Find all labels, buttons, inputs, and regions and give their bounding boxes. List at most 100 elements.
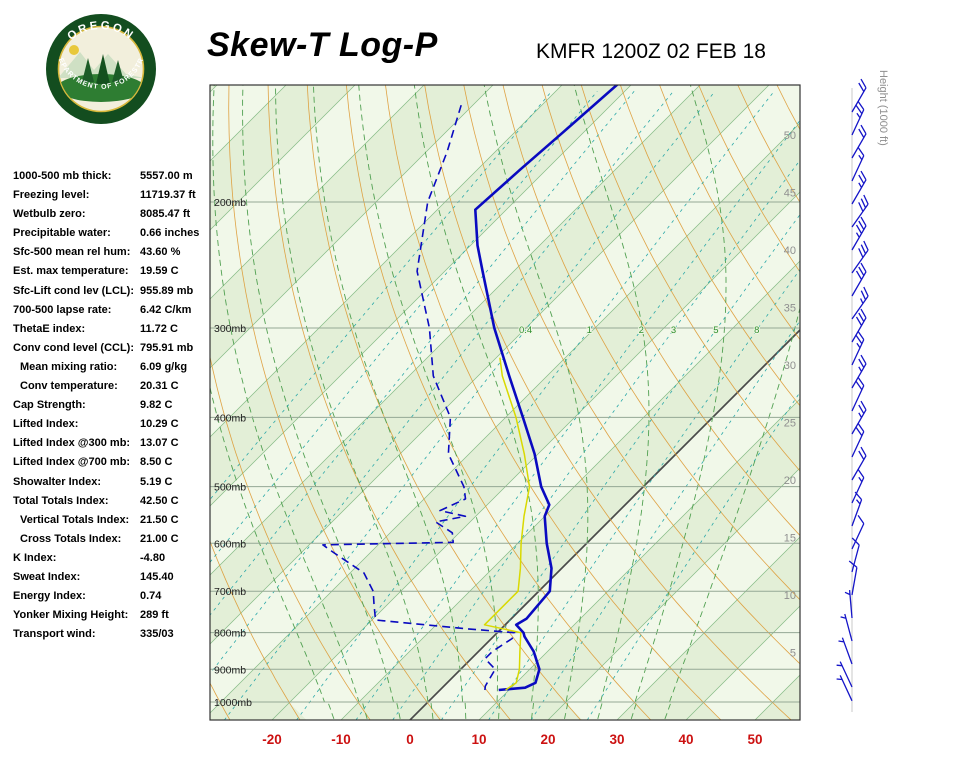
index-value: 795.91 mb — [140, 341, 194, 354]
index-label: Vertical Totals Index: — [20, 513, 130, 526]
index-row: Cap Strength: 9.82 C — [13, 396, 213, 415]
station-datetime: KMFR 1200Z 02 FEB 18 — [536, 40, 766, 63]
svg-text:1: 1 — [587, 325, 592, 336]
wind-barb — [851, 491, 863, 527]
index-row: Sfc-Lift cond lev (LCL): 955.89 mb — [13, 282, 213, 301]
svg-text:-20: -20 — [262, 732, 282, 747]
svg-text:1000mb: 1000mb — [214, 697, 252, 709]
index-label: Freezing level: — [13, 189, 90, 202]
svg-text:30: 30 — [609, 732, 624, 747]
index-label: 700-500 lapse rate: — [13, 303, 112, 316]
svg-text:15: 15 — [784, 533, 796, 545]
index-row: K Index: -4.80 — [13, 549, 213, 568]
height-axis-title: Height (1000 ft) — [877, 70, 889, 146]
index-row: 1000-500 mb thick: 5557.00 m — [13, 167, 213, 186]
index-row: Yonker Mixing Height: 289 ft — [13, 606, 213, 625]
index-label: 1000-500 mb thick: — [13, 170, 112, 182]
sounding-traces — [322, 85, 619, 692]
index-label: Conv temperature: — [20, 380, 118, 393]
svg-text:2: 2 — [639, 325, 644, 336]
index-row: Wetbulb zero: 8085.47 ft — [13, 205, 213, 224]
index-row: Showalter Index: 5.19 C — [13, 473, 213, 492]
index-row: Sfc-500 mean rel hum: 43.60 % — [13, 243, 213, 262]
svg-text:5: 5 — [713, 325, 718, 336]
wind-barb — [851, 354, 867, 389]
dewpoint-trace — [322, 101, 516, 691]
wind-barb — [851, 537, 860, 573]
wind-barb — [851, 124, 867, 159]
svg-text:200mb: 200mb — [214, 197, 246, 209]
wind-barb — [836, 675, 853, 702]
svg-text:700mb: 700mb — [214, 586, 246, 598]
wind-barb — [851, 308, 867, 343]
index-row: Conv cond level (CCL): 795.91 mb — [13, 339, 213, 358]
index-label: Est. max temperature: — [13, 265, 129, 278]
wind-barb — [851, 515, 865, 550]
height-axis-labels: 5 10 15 20 25 30 35 40 45 50 — [784, 130, 796, 660]
sun-icon — [69, 45, 79, 55]
svg-text:10: 10 — [471, 732, 486, 747]
index-value: 6.42 C/km — [140, 303, 192, 316]
index-value: 0.74 — [140, 590, 162, 603]
index-row: Cross Totals Index: 21.00 C — [13, 530, 213, 549]
svg-text:40: 40 — [678, 732, 693, 747]
wind-barb — [844, 590, 853, 619]
index-label: Lifted Index @700 mb: — [13, 456, 131, 469]
tree-icon — [82, 58, 94, 82]
index-value: 5.19 C — [140, 475, 173, 488]
index-value: 43.60 % — [140, 246, 181, 259]
svg-text:0: 0 — [406, 732, 414, 747]
wind-barb — [836, 661, 853, 688]
pressure-axis-labels: 200mb 300mb 400mb 500mb 600mb 700mb 800mb 900mb… — [214, 197, 252, 709]
tree-icon — [96, 54, 110, 84]
wind-barb — [851, 78, 867, 113]
odf-logo-graphic: OREGON DEPARTMENT OF FORESTRY — [41, 7, 156, 124]
index-row: Lifted Index @300 mb: 13.07 C — [13, 434, 213, 453]
index-value: 8085.47 ft — [140, 208, 191, 221]
svg-text:500mb: 500mb — [214, 482, 246, 494]
index-label: Total Totals Index: — [13, 494, 109, 507]
svg-text:30: 30 — [784, 360, 796, 372]
index-value: 145.40 — [140, 570, 174, 583]
index-label: Showalter Index: — [13, 475, 102, 488]
svg-text:45: 45 — [784, 188, 796, 200]
index-row: Est. max temperature: 19.59 C — [13, 262, 213, 281]
index-row: Precipitable water: 0.66 inches — [13, 224, 213, 243]
index-row: Freezing level: 11719.37 ft — [13, 186, 213, 205]
svg-text:40: 40 — [784, 245, 796, 257]
index-row: 700-500 lapse rate: 6.42 C/km — [13, 301, 213, 320]
wind-barb — [851, 262, 867, 297]
svg-text:-10: -10 — [331, 732, 351, 747]
index-row: Mean mixing ratio: 6.09 g/kg — [13, 358, 213, 377]
svg-text:400mb: 400mb — [214, 412, 246, 424]
index-row: Transport wind: 335/03 — [13, 625, 213, 644]
tree-icon — [112, 60, 124, 82]
page-title: Skew-T Log-P — [207, 26, 438, 64]
index-row: Sweat Index: 145.40 — [13, 568, 213, 587]
wind-barb — [851, 469, 865, 504]
wind-barb — [851, 331, 865, 366]
index-row: Lifted Index: 10.29 C — [13, 415, 213, 434]
index-value: 289 ft — [140, 609, 169, 622]
index-row: Total Totals Index: 42.50 C — [13, 492, 213, 511]
wind-barb — [840, 613, 853, 642]
index-value: 11719.37 ft — [140, 189, 196, 202]
index-row: Conv temperature: 20.31 C — [13, 377, 213, 396]
wind-barb — [851, 400, 867, 435]
svg-text:20: 20 — [540, 732, 555, 747]
wind-barb — [851, 423, 865, 458]
svg-text:300mb: 300mb — [214, 323, 246, 335]
svg-text:3: 3 — [671, 325, 676, 336]
mixing-ratio-labels: 0.4 1 2 3 5 8 — [518, 324, 761, 337]
index-value: 42.50 C — [140, 494, 179, 507]
plot-frame — [209, 84, 801, 721]
index-value: -4.80 — [140, 551, 166, 564]
index-value: 335/03 — [140, 628, 174, 641]
index-row: Lifted Index @700 mb: 8.50 C — [13, 453, 213, 472]
index-value: 9.82 C — [140, 399, 173, 412]
index-value: 19.59 C — [140, 265, 179, 278]
index-value: 5557.00 m — [140, 170, 193, 182]
wind-barb — [848, 560, 858, 596]
